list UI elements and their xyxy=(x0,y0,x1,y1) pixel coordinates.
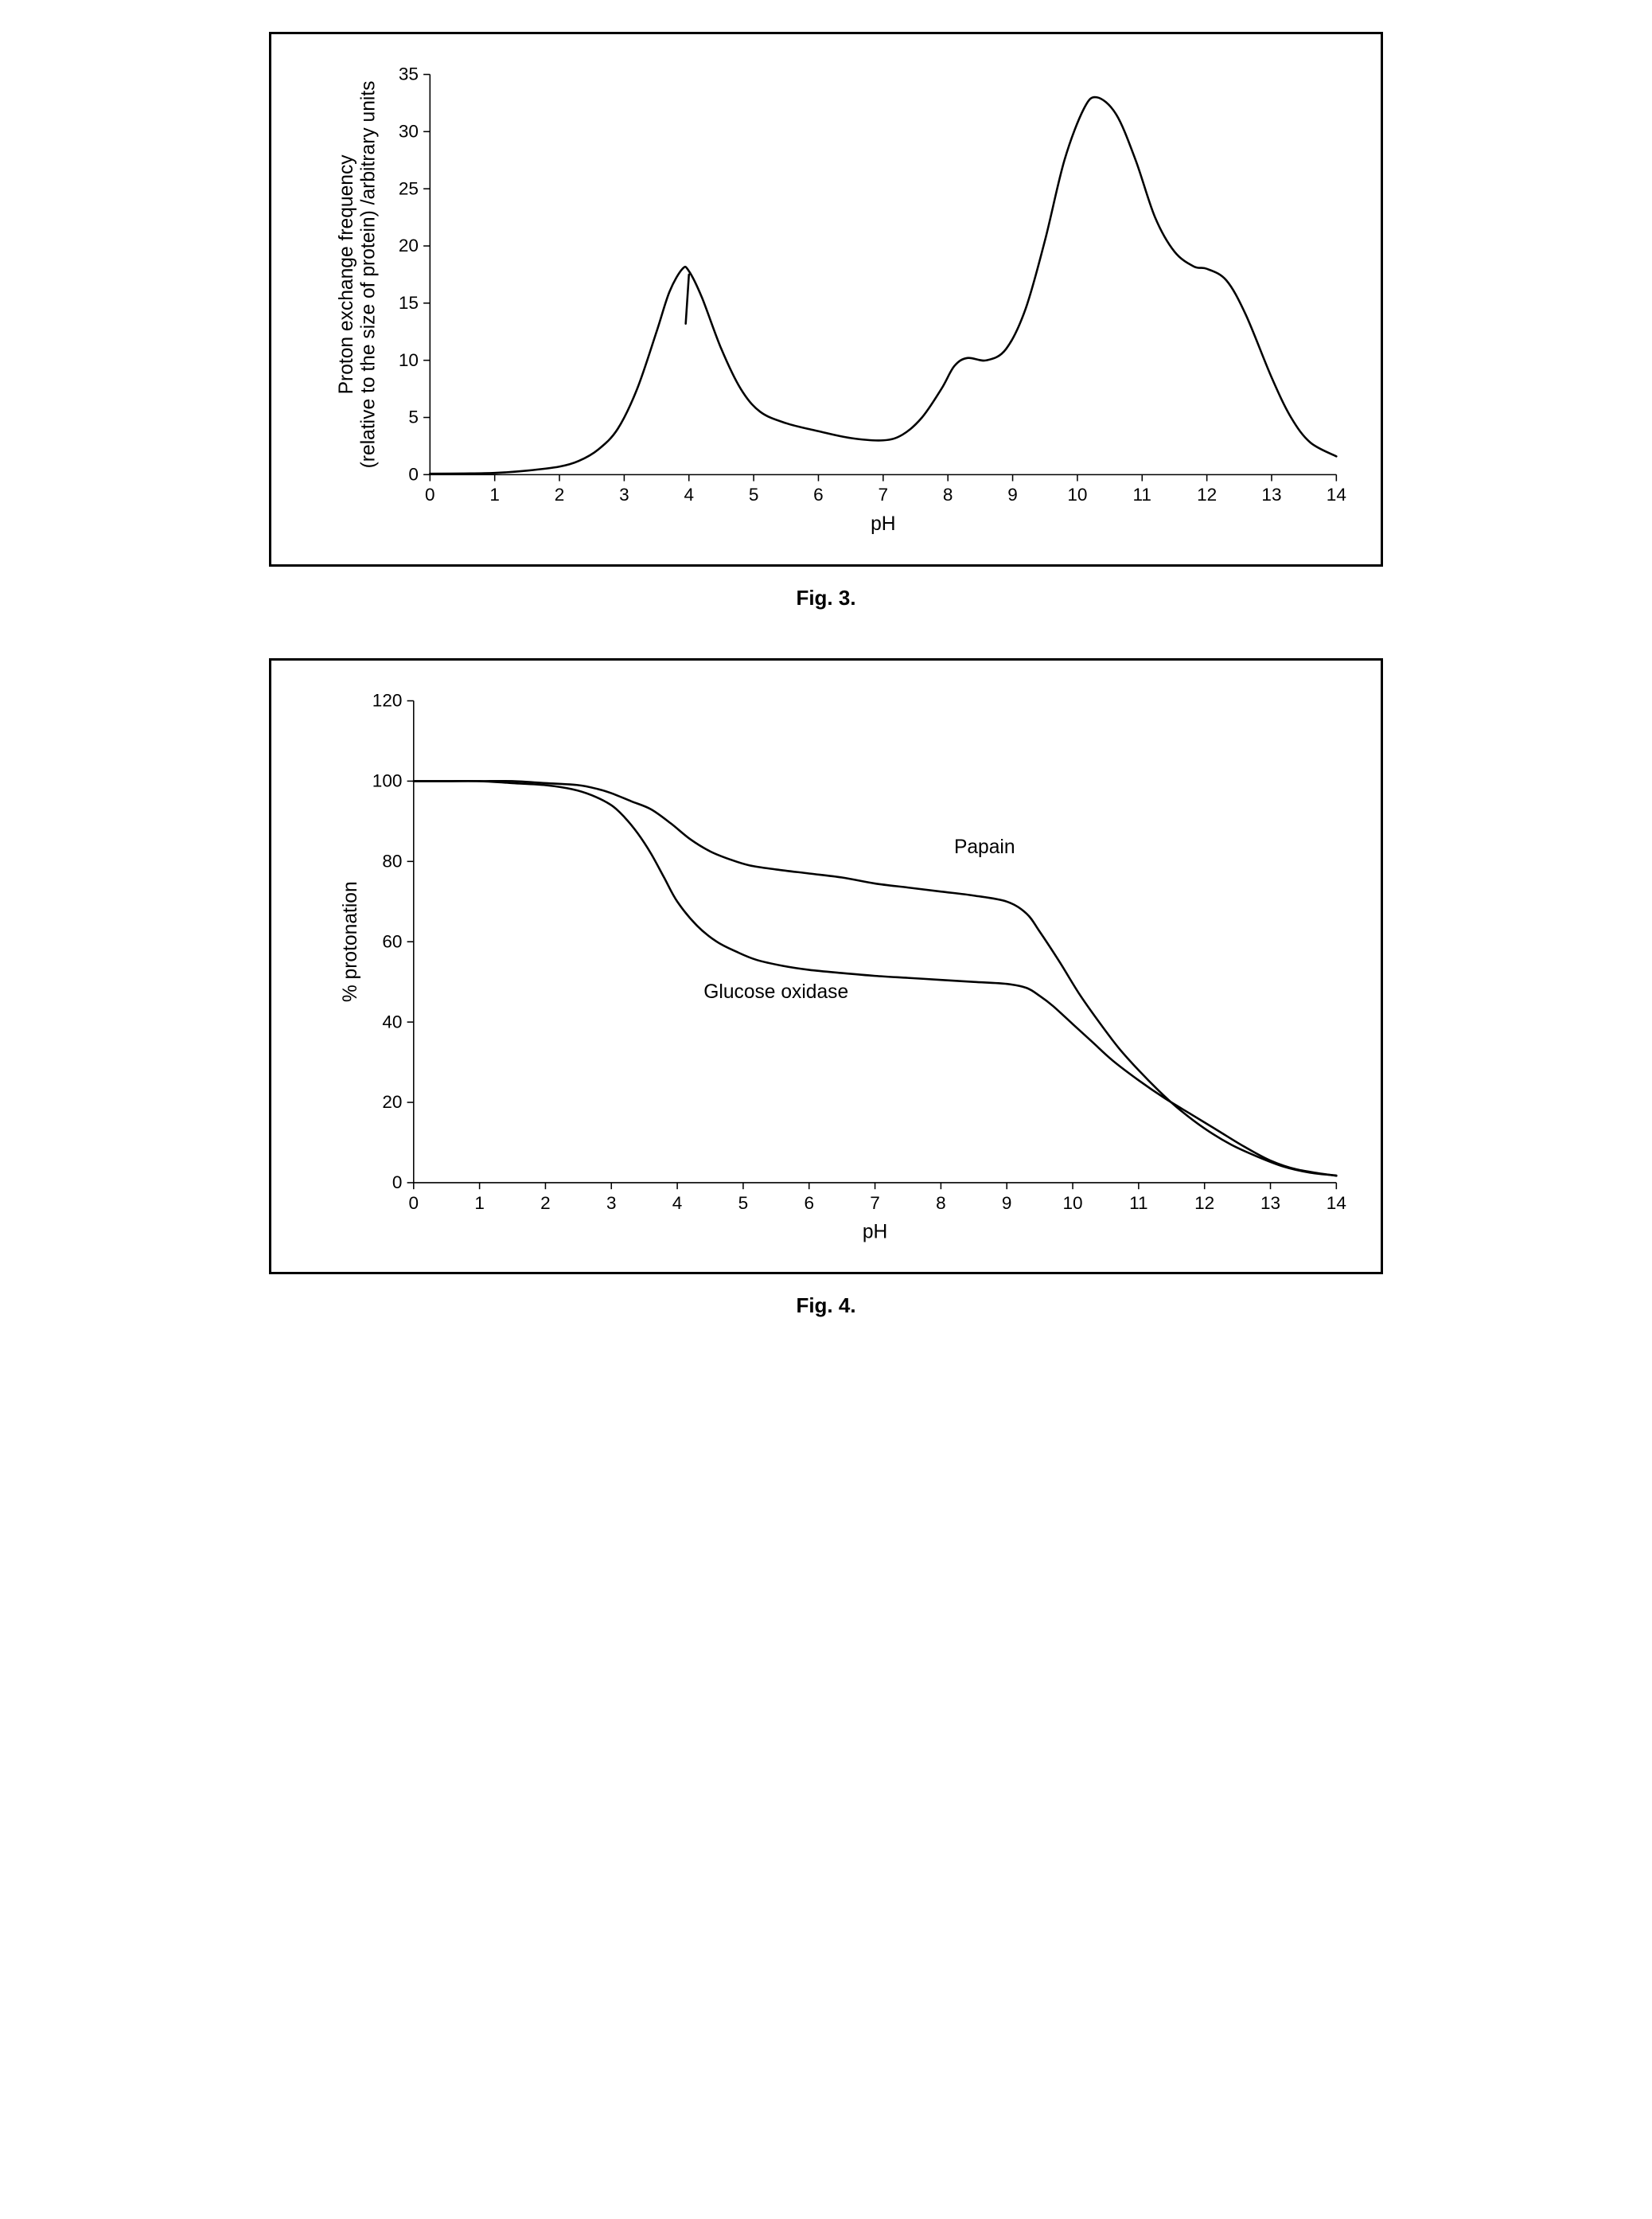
y-tick-label: 60 xyxy=(382,931,402,951)
x-tick-label: 8 xyxy=(943,485,953,505)
x-tick-label: 3 xyxy=(619,485,629,505)
y-tick-label: 0 xyxy=(408,465,419,485)
x-tick-label: 6 xyxy=(804,1192,814,1212)
y-axis-title-1: Proton exchange frequency xyxy=(336,154,357,395)
y-tick-label: 0 xyxy=(392,1172,403,1192)
series-proton-exchange xyxy=(430,97,1336,474)
y-tick-label: 30 xyxy=(399,122,419,142)
x-axis-title: pH xyxy=(863,1221,887,1242)
x-tick-label: 9 xyxy=(1002,1192,1012,1212)
figure-3: 0123456789101112131405101520253035pHProt… xyxy=(269,32,1383,610)
x-tick-label: 1 xyxy=(489,485,500,505)
x-tick-label: 13 xyxy=(1261,485,1281,505)
x-tick-label: 1 xyxy=(474,1192,485,1212)
fig3-chart-box: 0123456789101112131405101520253035pHProt… xyxy=(269,32,1383,567)
x-tick-label: 3 xyxy=(606,1192,617,1212)
x-tick-label: 4 xyxy=(672,1192,683,1212)
y-tick-label: 100 xyxy=(372,770,403,790)
fig4-svg: 01234567891011121314020406080100120pH% p… xyxy=(295,684,1357,1256)
x-tick-label: 6 xyxy=(813,485,824,505)
y-axis-title-2: (relative to the size of protein) /arbit… xyxy=(358,80,380,468)
x-tick-label: 4 xyxy=(684,485,694,505)
y-tick-label: 5 xyxy=(408,408,419,427)
y-tick-label: 120 xyxy=(372,690,403,710)
series-label-papain: Papain xyxy=(954,837,1015,858)
x-axis-title: pH xyxy=(871,513,895,535)
x-tick-label: 5 xyxy=(738,1192,749,1212)
x-tick-label: 0 xyxy=(409,1192,419,1212)
x-tick-label: 2 xyxy=(555,485,565,505)
x-tick-label: 5 xyxy=(749,485,759,505)
x-tick-label: 12 xyxy=(1197,485,1217,505)
x-tick-label: 10 xyxy=(1067,485,1087,505)
y-axis-title: % protonation xyxy=(340,881,361,1002)
x-tick-label: 10 xyxy=(1062,1192,1082,1212)
x-tick-label: 7 xyxy=(870,1192,880,1212)
x-tick-label: 13 xyxy=(1260,1192,1280,1212)
x-tick-label: 9 xyxy=(1007,485,1018,505)
peak-tick xyxy=(686,275,689,324)
series-glucose-oxidase xyxy=(414,781,1337,1176)
fig4-caption: Fig. 4. xyxy=(269,1293,1383,1318)
x-tick-label: 0 xyxy=(425,485,435,505)
y-tick-label: 10 xyxy=(399,350,419,370)
series-label-glucose-oxidase: Glucose oxidase xyxy=(703,981,848,1003)
x-tick-label: 11 xyxy=(1129,1192,1147,1212)
x-tick-label: 12 xyxy=(1194,1192,1214,1212)
y-tick-label: 35 xyxy=(399,64,419,84)
y-tick-label: 20 xyxy=(399,236,419,255)
x-tick-label: 8 xyxy=(936,1192,946,1212)
fig3-caption: Fig. 3. xyxy=(269,586,1383,610)
x-tick-label: 14 xyxy=(1327,485,1346,505)
fig4-chart-box: 01234567891011121314020406080100120pH% p… xyxy=(269,658,1383,1274)
figure-4: 01234567891011121314020406080100120pH% p… xyxy=(269,658,1383,1318)
y-tick-label: 40 xyxy=(382,1012,402,1032)
x-tick-label: 7 xyxy=(879,485,889,505)
series-papain xyxy=(414,781,1337,1176)
y-tick-label: 25 xyxy=(399,178,419,198)
x-tick-label: 2 xyxy=(540,1192,551,1212)
x-tick-label: 14 xyxy=(1327,1192,1346,1212)
y-tick-label: 80 xyxy=(382,851,402,871)
x-tick-label: 11 xyxy=(1133,485,1151,505)
y-tick-label: 20 xyxy=(382,1092,402,1112)
y-tick-label: 15 xyxy=(399,293,419,313)
fig3-svg: 0123456789101112131405101520253035pHProt… xyxy=(295,58,1357,548)
